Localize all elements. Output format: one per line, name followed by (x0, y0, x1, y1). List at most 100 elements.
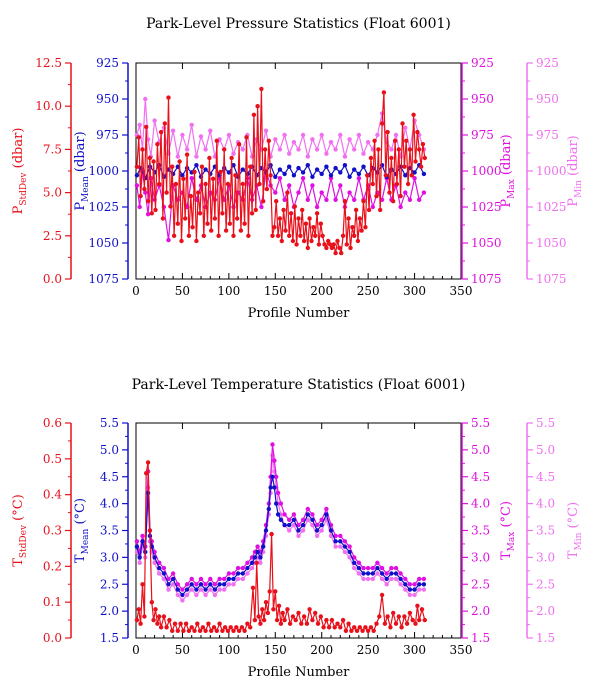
data-point-max (384, 571, 389, 576)
data-point-stddev (394, 181, 400, 187)
stddev-axis-tick-label: 12.5 (35, 56, 62, 70)
x-tick-label: 150 (264, 284, 287, 298)
data-point-stddev (255, 104, 260, 109)
data-point-max (203, 582, 208, 587)
data-point-stddev (298, 233, 303, 238)
mean-axis-tick-label: 1075 (88, 272, 119, 286)
data-point-stddev (144, 124, 149, 130)
data-point-stddev (415, 603, 420, 608)
data-point-max (287, 183, 292, 188)
data-point-max (361, 565, 366, 571)
min-axis-tick-label: 2.5 (536, 577, 555, 591)
data-point-stddev (382, 621, 388, 626)
data-point-stddev (313, 610, 318, 616)
data-point-stddev (371, 628, 376, 633)
data-point-max (145, 212, 151, 217)
data-point-mean (222, 582, 227, 587)
chart-title: Park-Level Pressure Statistics (Float 60… (146, 16, 451, 32)
mean-axis-tick-label: 4.5 (100, 470, 119, 484)
data-point-stddev (140, 582, 145, 587)
data-point-stddev (138, 193, 143, 199)
data-point-stddev (322, 242, 327, 247)
data-point-stddev (179, 238, 184, 244)
data-point-stddev (242, 221, 247, 226)
data-point-stddev (327, 242, 333, 247)
data-point-max (347, 544, 352, 549)
data-point-stddev (220, 211, 225, 216)
data-point-mean (328, 528, 334, 533)
axis-label-symbol: P (499, 199, 514, 208)
mean-axis-tick-label: 4.0 (100, 497, 119, 511)
data-point-mean (252, 555, 258, 560)
data-point-mean (249, 560, 255, 565)
data-point-stddev (257, 181, 262, 187)
data-point-max (175, 582, 180, 587)
data-point-stddev (372, 138, 377, 143)
data-point-stddev (324, 617, 329, 623)
stddev-axis-tick-label: 5.0 (43, 186, 62, 200)
data-point-max (180, 587, 185, 592)
data-point-min (175, 592, 180, 598)
data-point-min (333, 544, 338, 549)
data-point-stddev (285, 607, 290, 612)
data-point-max (296, 190, 301, 195)
data-point-max (217, 576, 222, 582)
data-point-mean (310, 174, 315, 179)
data-point-stddev (326, 238, 331, 244)
data-point-stddev (363, 225, 368, 230)
data-point-mean (370, 571, 375, 576)
data-point-min (282, 132, 287, 138)
axis-label-unit: (dbar) (11, 128, 26, 173)
data-point-mean (352, 167, 357, 172)
data-point-max (407, 582, 413, 587)
max-axis-tick-label: 925 (471, 56, 494, 70)
data-point-stddev (374, 193, 379, 199)
data-point-min (296, 147, 301, 152)
axis-label-unit: (°C) (566, 502, 581, 533)
data-point-min (277, 147, 283, 152)
data-point-stddev (259, 86, 264, 92)
data-point-stddev (145, 199, 151, 204)
data-point-mean (282, 171, 287, 177)
data-point-stddev (244, 135, 249, 140)
data-point-stddev (331, 242, 336, 247)
data-point-max (157, 560, 162, 565)
data-point-stddev (262, 147, 268, 152)
data-point-min (338, 132, 343, 138)
data-point-stddev (363, 625, 368, 630)
axis-label-unit: (dbar) (566, 135, 581, 180)
data-point-stddev (203, 628, 208, 633)
data-point-max (170, 571, 176, 576)
mean-axis-tick-label: 975 (96, 128, 119, 142)
stddev-axis-tick-label: 0.6 (43, 416, 62, 430)
data-point-stddev (407, 610, 413, 616)
data-point-min (161, 576, 167, 582)
data-point-max (421, 576, 427, 582)
axis-label-symbol: P (73, 202, 88, 211)
data-point-min (379, 576, 385, 582)
data-point-stddev (145, 460, 151, 465)
data-point-stddev (236, 142, 242, 147)
data-point-mean (203, 167, 208, 172)
axis-label-unit: (°C) (499, 501, 514, 532)
data-point-stddev (405, 181, 411, 187)
data-point-stddev (422, 155, 427, 161)
data-point-stddev (307, 607, 312, 612)
data-point-stddev (267, 589, 272, 594)
data-point-min (314, 533, 320, 539)
data-point-stddev (309, 238, 314, 244)
data-point-mean (231, 576, 236, 582)
data-point-stddev (253, 207, 258, 213)
data-point-mean (266, 506, 271, 512)
min-axis-tick-label: 1025 (536, 200, 567, 214)
data-point-max (398, 204, 403, 210)
min-axis-tick-label: 1000 (536, 164, 567, 178)
data-point-min (194, 154, 199, 159)
data-point-stddev (329, 617, 335, 623)
x-tick-label: 200 (310, 284, 333, 298)
axis-label-symbol: T (499, 551, 514, 560)
data-point-mean (270, 474, 275, 479)
data-point-stddev (242, 628, 247, 633)
pressure-panel: Park-Level Pressure Statistics (Float 60… (11, 16, 584, 321)
x-tick-label: 0 (132, 643, 140, 657)
